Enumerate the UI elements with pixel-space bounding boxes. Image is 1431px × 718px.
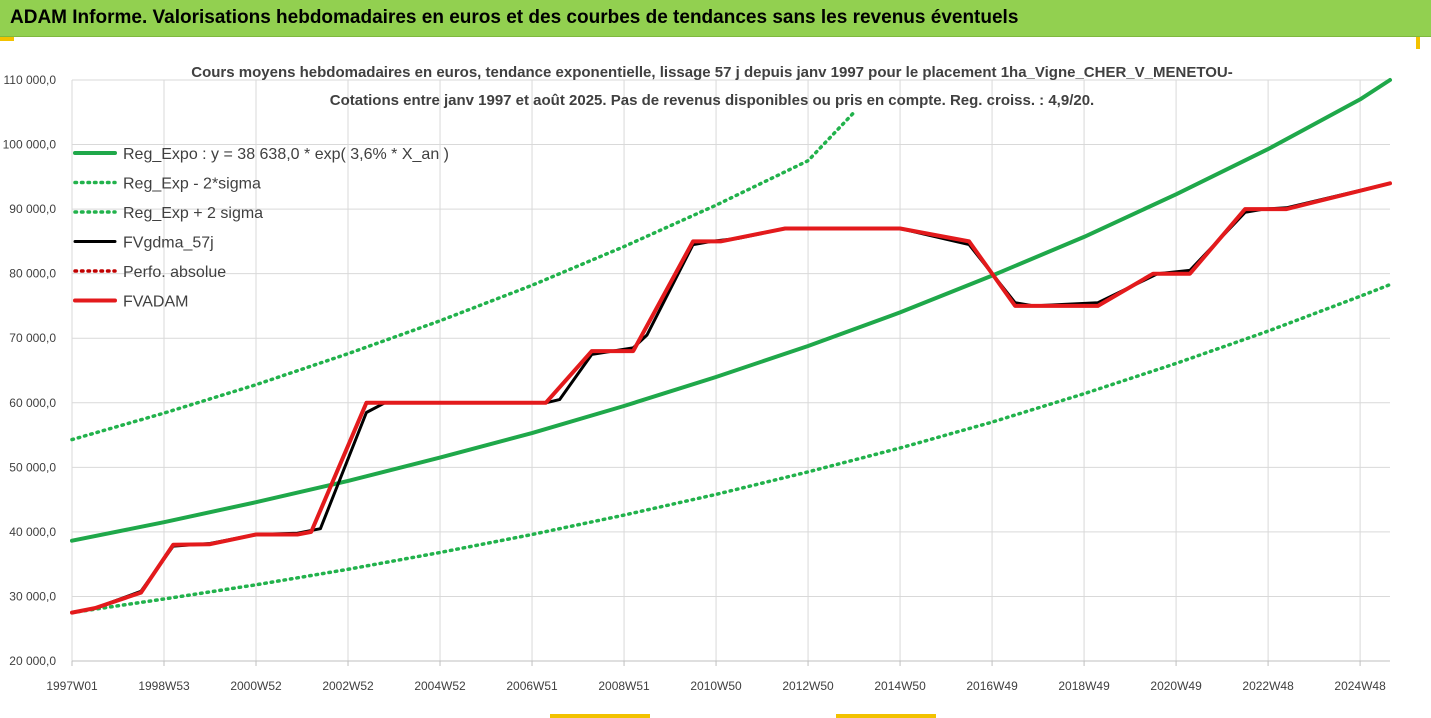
y-tick-label: 100 000,0 [3, 138, 57, 152]
legend-label: Reg_Expo : y = 38 638,0 * exp( 3,6% * X_… [123, 146, 449, 163]
y-tick-label: 60 000,0 [9, 396, 56, 410]
y-tick-label: 90 000,0 [9, 202, 56, 216]
corner-mark-top-right [1416, 37, 1420, 49]
x-tick-label: 2020W49 [1150, 679, 1202, 693]
x-tick-label: 2024W48 [1334, 679, 1386, 693]
legend-label: Reg_Exp + 2 sigma [123, 205, 263, 222]
chart-title-line-1: Cours moyens hebdomadaires en euros, ten… [191, 64, 1232, 81]
x-tick-label: 2010W50 [690, 679, 742, 693]
x-tick-label: 2016W49 [966, 679, 1018, 693]
series-line-1 [70, 282, 1392, 615]
chart-title-line-2: Cotations entre janv 1997 et août 2025. … [330, 92, 1094, 109]
series-line-0 [70, 78, 1392, 543]
corner-mark-bottom-center [550, 714, 650, 718]
y-tick-label: 20 000,0 [9, 654, 56, 668]
corner-mark-bottom-right [836, 714, 936, 718]
x-tick-label: 2008W51 [598, 679, 650, 693]
series-line-2 [70, 110, 856, 442]
x-tick-label: 1997W01 [46, 679, 98, 693]
line-chart: 20 000,0 30 000,0 40 000,0 50 000,0 60 000,0… [0, 37, 1431, 718]
y-tick-label: 110 000,0 [4, 73, 57, 87]
x-tick-label: 2022W48 [1242, 679, 1294, 693]
series-lines [70, 78, 1392, 615]
x-tick-label: 2000W52 [230, 679, 282, 693]
y-tick-label: 30 000,0 [9, 589, 56, 603]
legend-label: FVADAM [123, 294, 188, 311]
y-tick-label: 40 000,0 [9, 525, 56, 539]
x-tick-label: 2012W50 [782, 679, 834, 693]
y-tick-label: 80 000,0 [9, 267, 56, 281]
report-banner: ADAM Informe. Valorisations hebdomadaire… [0, 0, 1431, 37]
x-tick-label: 2006W51 [506, 679, 558, 693]
x-tick-label: 2004W52 [414, 679, 466, 693]
chart-legend: Reg_Expo : y = 38 638,0 * exp( 3,6% * X_… [73, 146, 449, 311]
legend-label: Perfo. absolue [123, 264, 226, 281]
y-tick-label: 70 000,0 [9, 331, 56, 345]
x-tick-label: 2018W49 [1058, 679, 1110, 693]
banner-title: ADAM Informe. Valorisations hebdomadaire… [10, 7, 1019, 28]
y-tick-label: 50 000,0 [9, 460, 56, 474]
legend-label: FVgdma_57j [123, 235, 214, 252]
x-tick-label: 2014W50 [874, 679, 926, 693]
series-line-5 [70, 181, 1392, 615]
x-tick-label: 2002W52 [322, 679, 374, 693]
legend-label: Reg_Exp - 2*sigma [123, 176, 261, 193]
x-tick-label: 1998W53 [138, 679, 190, 693]
axes: 20 000,0 30 000,0 40 000,0 50 000,0 60 000,0… [3, 73, 1390, 693]
corner-mark-top-left [0, 37, 14, 41]
